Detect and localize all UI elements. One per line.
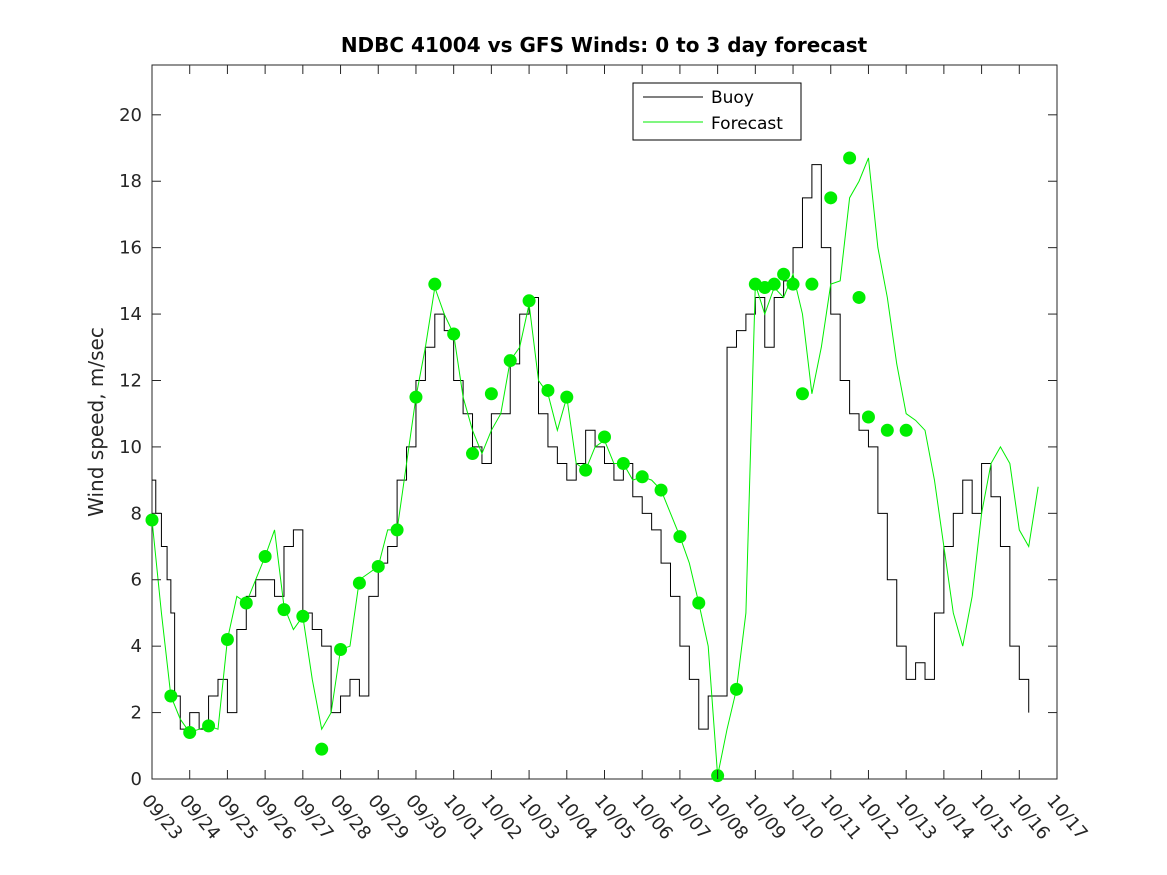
forecast-marker (202, 719, 216, 733)
legend-forecast-label: Forecast (711, 114, 783, 134)
marker-layer (145, 151, 913, 783)
forecast-marker (598, 430, 611, 444)
forecast-marker (861, 410, 875, 424)
y-axis-label: Wind speed, m/sec (84, 327, 108, 517)
y-tick-label: 8 (131, 503, 142, 524)
axes-box (151, 64, 1058, 780)
forecast-marker (843, 151, 857, 165)
chart-title: NDBC 41004 vs GFS Winds: 0 to 3 day fore… (341, 33, 868, 57)
y-tick-label: 10 (119, 437, 142, 458)
forecast-marker (371, 559, 385, 573)
plot-area (145, 64, 1058, 783)
forecast-marker (258, 549, 272, 563)
y-tick-label: 2 (131, 703, 142, 724)
forecast-marker (579, 463, 593, 477)
forecast-marker (239, 596, 253, 610)
forecast-marker (692, 596, 706, 610)
legend-buoy-label: Buoy (711, 88, 754, 108)
y-tick-label: 18 (119, 171, 142, 192)
forecast-marker (786, 277, 800, 291)
legend: Buoy Forecast (632, 82, 802, 141)
forecast-marker (541, 383, 555, 397)
y-tick-label: 20 (119, 105, 142, 126)
y-tick-label: 0 (131, 769, 142, 790)
forecast-marker (880, 423, 894, 437)
forecast-marker (466, 447, 480, 461)
y-axis: 0 2 4 6 8 10 12 14 16 18 20 (119, 105, 1057, 790)
forecast-marker (390, 523, 404, 537)
forecast-marker (616, 457, 630, 471)
forecast-marker (315, 742, 329, 756)
forecast-marker (277, 603, 291, 617)
forecast-marker (484, 387, 498, 401)
forecast-marker (522, 294, 536, 308)
y-tick-label: 14 (119, 304, 142, 325)
forecast-marker (805, 277, 819, 291)
legend-box (632, 82, 802, 141)
y-tick-label: 4 (131, 636, 142, 657)
forecast-marker (503, 354, 517, 368)
forecast-marker (334, 642, 348, 656)
forecast-marker (795, 387, 809, 401)
forecast-marker (673, 530, 687, 544)
forecast-marker (824, 191, 838, 205)
forecast-marker (767, 277, 781, 291)
forecast-marker (560, 390, 574, 404)
forecast-marker (164, 689, 178, 703)
y-tick-label: 12 (119, 370, 142, 391)
y-tick-label: 16 (119, 238, 142, 259)
forecast-marker (447, 327, 461, 341)
forecast-marker (145, 513, 159, 527)
forecast-marker (777, 267, 791, 281)
forecast-marker (654, 483, 668, 497)
forecast-marker (635, 470, 649, 484)
forecast-marker (220, 633, 234, 647)
forecast-marker (428, 277, 442, 291)
forecast-marker (852, 290, 866, 304)
forecast-marker (296, 609, 310, 623)
forecast-marker (352, 576, 366, 590)
forecast-marker (409, 390, 423, 404)
forecast-marker (729, 682, 743, 696)
y-tick-label: 6 (131, 570, 142, 591)
forecast-marker (183, 726, 197, 740)
forecast-marker (899, 423, 913, 437)
buoy-series-layer (152, 164, 1030, 730)
buoy-line (152, 164, 1030, 730)
